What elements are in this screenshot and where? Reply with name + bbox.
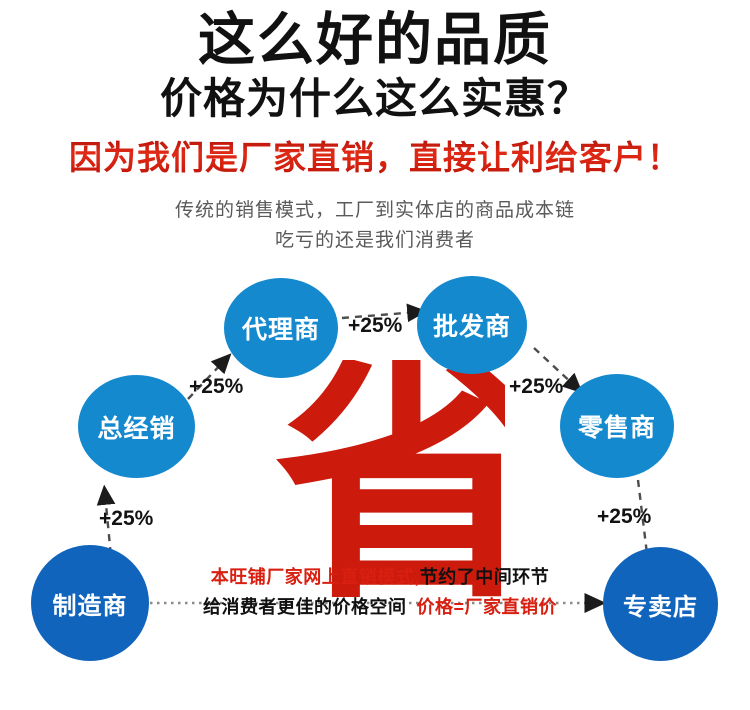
edge-general-distributor-to-agent: [187, 353, 232, 400]
description-line-1: 传统的销售模式，工厂到实体店的商品成本链: [174, 200, 575, 221]
edge-label-general-distributor-to-agent: +25%: [189, 375, 244, 398]
promo-line-1-highlight: 本旺铺厂家网上直销模式,: [210, 567, 420, 587]
node-wholesaler-label: 批发商: [432, 313, 511, 341]
node-retailer-label: 零售商: [577, 414, 656, 442]
page-title: 这么好的品质: [198, 8, 552, 72]
edge-label-agent-to-wholesaler: +25%: [348, 314, 403, 337]
page-subtitle: 价格为什么这么实惠？: [159, 75, 590, 122]
node-specialty-store-label: 专卖店: [623, 593, 698, 621]
node-general-distributor[interactable]: 总经销: [78, 375, 195, 478]
node-manufacturer-label: 制造商: [52, 592, 128, 620]
save-character-glyph: 省: [275, 360, 505, 600]
edge-label-wholesaler-to-retailer: +25%: [509, 375, 564, 398]
edge-wholesaler-to-retailer: [533, 347, 583, 394]
edge-label-retailer-to-specialty-store: +25%: [597, 505, 652, 528]
node-general-distributor-label: 总经销: [97, 414, 176, 443]
promo-line-2-highlight: 价格=厂家直销价: [416, 597, 557, 617]
node-agent-label: 代理商: [241, 316, 320, 344]
promo-line-2-lead: 给消费者更佳的价格空间: [202, 597, 407, 617]
promo-line-1-rest: 节约了中间环节: [419, 567, 550, 587]
node-retailer[interactable]: 零售商: [560, 374, 674, 478]
node-wholesaler[interactable]: 批发商: [417, 276, 527, 374]
promo-line-1: 本旺铺厂家网上直销模式,节约了中间环节: [160, 562, 600, 592]
edge-label-manufacturer-to-general-distributor: +25%: [99, 507, 154, 530]
supply-chain-diagram: 省 总经销 代理商 批发商 零售商 制造商 专卖店 +25% +25% +25%…: [0, 262, 750, 710]
headline-highlight: 因为我们是厂家直销，直接让利给客户！: [0, 137, 750, 179]
node-specialty-store[interactable]: 专卖店: [603, 547, 718, 661]
promo-text-block: 本旺铺厂家网上直销模式,节约了中间环节 给消费者更佳的价格空间 价格=厂家直销价: [160, 562, 600, 622]
description-line-2: 吃亏的还是我们消费者: [274, 230, 475, 251]
promo-line-2: 给消费者更佳的价格空间 价格=厂家直销价: [160, 592, 600, 622]
node-agent[interactable]: 代理商: [224, 278, 338, 378]
node-manufacturer[interactable]: 制造商: [31, 545, 149, 661]
